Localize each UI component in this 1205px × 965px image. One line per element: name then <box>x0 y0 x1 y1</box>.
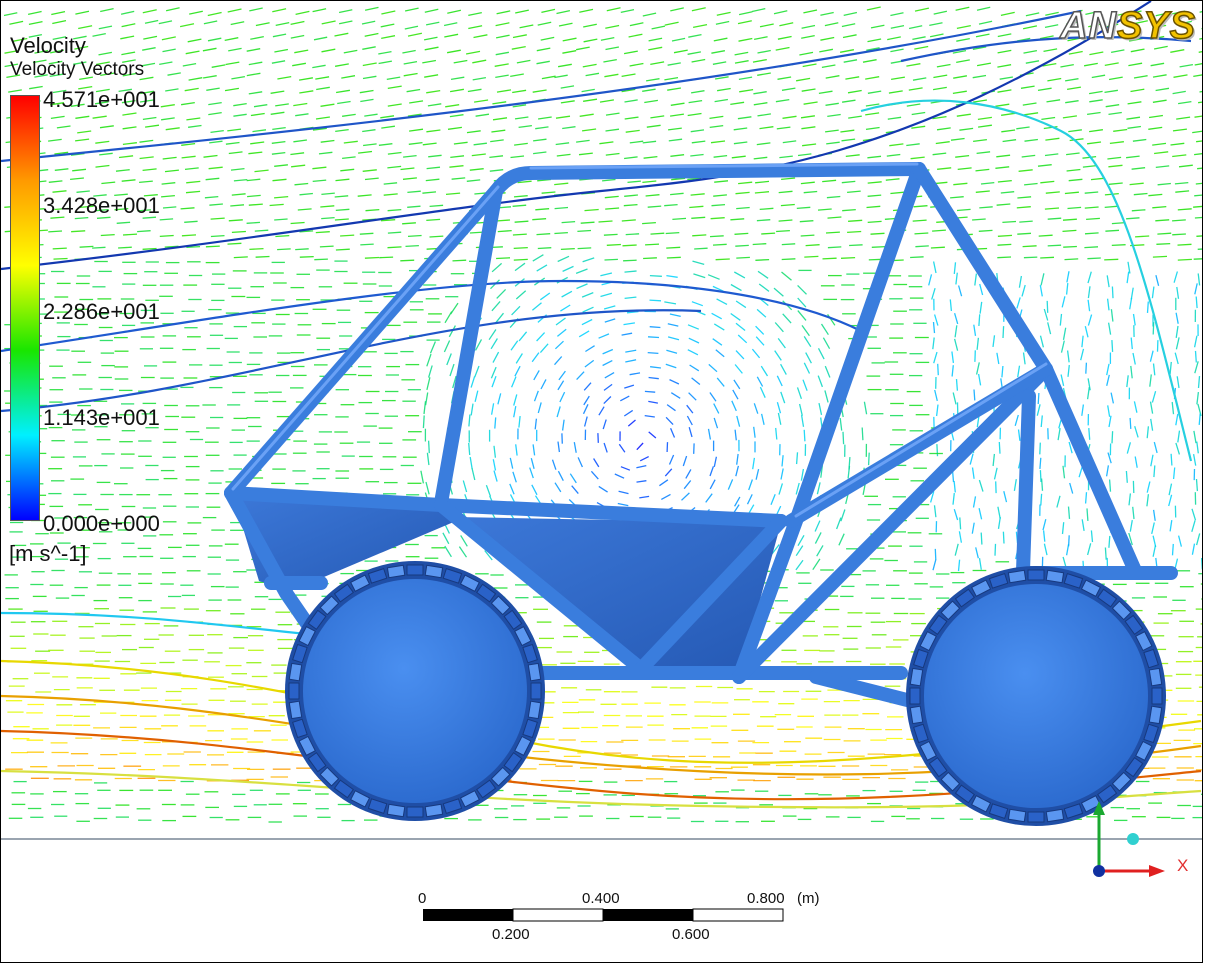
buggy-vehicle[interactable] <box>224 162 1178 826</box>
frame-highlights <box>231 162 1048 518</box>
logo-part2: SYS <box>1116 4 1196 48</box>
side-panel-front <box>233 495 456 591</box>
front-wheel <box>285 561 545 821</box>
scale-unit: (m) <box>797 890 820 907</box>
legend-tick-min: 0.000e+000 <box>43 511 160 536</box>
side-panel-rear <box>456 517 781 669</box>
axis-x-label: X <box>1177 856 1189 875</box>
color-legend-bar <box>10 95 40 521</box>
axis-triad <box>1093 801 1165 877</box>
legend-unit: [m s^-1] <box>9 541 87 566</box>
legend-tick-high: 3.428e+001 <box>43 193 160 218</box>
legend-tick-mid: 2.286e+001 <box>43 299 160 324</box>
scale-label-0800: 0.800 <box>747 890 785 907</box>
legend-subtitle: Velocity Vectors <box>10 59 145 80</box>
ansys-logo: ANSYS <box>1059 4 1196 48</box>
rear-wheel <box>906 566 1166 826</box>
legend-tick-max: 4.571e+001 <box>43 87 160 112</box>
scale-label-0: 0 <box>418 890 427 907</box>
scale-label-0200: 0.200 <box>492 926 530 943</box>
scale-bar <box>423 908 784 922</box>
logo-part1: AN <box>1059 4 1117 48</box>
legend-title: Velocity <box>10 33 86 58</box>
legend-tick-low: 1.143e+001 <box>43 405 160 430</box>
scale-label-0600: 0.600 <box>672 926 710 943</box>
scale-label-0400: 0.400 <box>582 890 620 907</box>
